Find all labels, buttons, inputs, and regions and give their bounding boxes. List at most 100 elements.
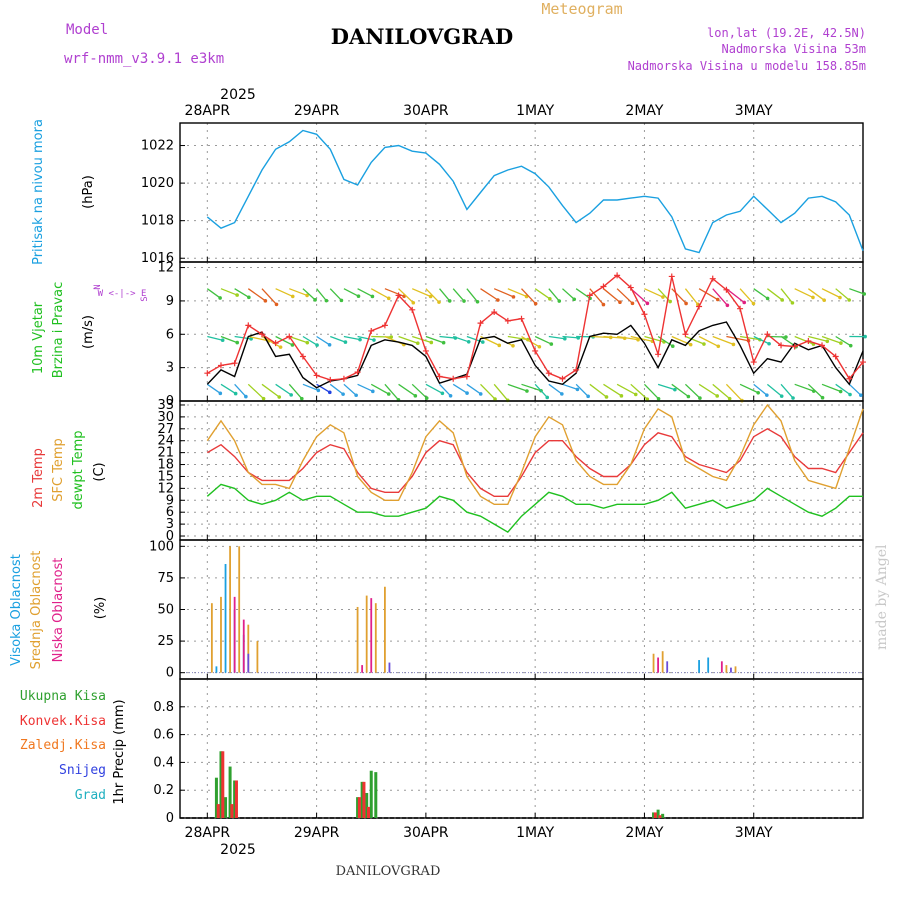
gust-marker — [395, 292, 402, 299]
wind-arrow — [206, 288, 221, 299]
wind-arrow — [726, 288, 745, 303]
wind-arrow — [480, 288, 499, 301]
lonlat-label: lon,lat (19.2E, 42.5N) — [707, 26, 866, 40]
wind-arrow — [630, 383, 648, 400]
gust-marker — [819, 342, 826, 349]
wind-arrow — [671, 288, 687, 304]
wind-arrow-head — [619, 394, 624, 398]
wind-arrow-head — [465, 391, 469, 395]
compass-ew: W <-|-> E — [98, 289, 147, 299]
wind-arrow — [712, 383, 731, 400]
bar-niska-oblacnost — [361, 665, 364, 673]
cloud-ylabel-high: Visoka Oblacnost — [9, 554, 24, 666]
wind-arrow-head — [767, 341, 771, 346]
wind-arrow — [261, 383, 280, 398]
wind-arrow — [534, 335, 552, 345]
wind-arrow-head — [727, 396, 732, 401]
wind-arrow — [589, 288, 604, 306]
bar-konvek-kisa — [653, 812, 657, 818]
wind-arrow — [480, 383, 496, 400]
wind-arrow — [603, 288, 621, 303]
wind-arrow — [329, 288, 342, 301]
wind-arrow-head — [261, 396, 266, 401]
wind-arrow — [398, 335, 418, 344]
wind-arrow-head — [413, 394, 418, 398]
bar-ukupna-oblacnost — [388, 662, 391, 673]
wind-arrow — [657, 383, 676, 391]
y-tick-label: 0.8 — [153, 700, 174, 715]
gust-marker — [805, 337, 812, 344]
wind-arrow-head — [725, 303, 730, 308]
wind-arrow-head — [525, 389, 529, 393]
wind-arrow-head — [575, 387, 580, 392]
bar-konvek-kisa — [234, 780, 238, 818]
bar-ukupna-oblacnost — [666, 661, 669, 673]
wind-arrow-head — [341, 392, 345, 396]
wind-arrow-head — [496, 298, 500, 302]
wind-arrow-head — [249, 337, 253, 341]
wind-arrow-head — [604, 395, 609, 399]
wind-arrow — [684, 383, 701, 399]
wind-arrow-head — [411, 300, 416, 305]
bar-visoka-oblacnost — [707, 657, 710, 673]
wind-arrow — [603, 383, 622, 397]
bar-srednja-oblacnost — [238, 546, 241, 673]
wind-arrow-head — [290, 294, 295, 299]
wind-arrow — [753, 335, 770, 345]
precip-ylabel: 1hr Precip (mm) — [112, 699, 127, 804]
wind-arrow-head — [765, 393, 769, 397]
gust-marker — [737, 305, 744, 312]
y-tick-label: 1018 — [141, 214, 174, 229]
x-tick-label-top: 28APR — [185, 103, 231, 119]
wind-arrow-head — [220, 338, 225, 343]
y-tick-label: 18 — [157, 458, 174, 473]
wind-arrow — [712, 335, 734, 345]
gust-marker — [245, 322, 252, 329]
wind-arrow — [780, 288, 793, 304]
wind-arrow-head — [475, 299, 480, 304]
series-line-2m-temp — [206, 427, 864, 497]
wind-arrow-head — [277, 395, 282, 399]
gust-marker — [327, 376, 334, 383]
footer-title: DANILOVGRAD — [336, 864, 441, 879]
wind-arrow — [330, 335, 346, 343]
gust-marker — [696, 303, 703, 310]
gust-marker — [764, 331, 771, 338]
wind-arrow — [220, 288, 238, 296]
wind-arrow-head — [779, 394, 784, 398]
wind-arrow-head — [428, 294, 433, 299]
wind-arrow — [288, 383, 303, 400]
gust-marker — [381, 322, 388, 329]
wind-arrow-head — [247, 295, 251, 300]
wind-arrow — [316, 335, 330, 346]
wind-arrow-head — [765, 296, 770, 301]
pressure-ylabel: Pritisak na nivou mora — [31, 119, 46, 265]
gust-marker — [860, 359, 866, 366]
gust-marker — [614, 272, 621, 279]
bar-konvek-kisa — [362, 781, 366, 818]
wind-arrow — [684, 288, 699, 305]
wind-arrow — [343, 288, 359, 297]
wind-unit: (m/s) — [81, 315, 96, 349]
y-tick-label: 50 — [157, 603, 174, 618]
wind-arrow — [425, 383, 443, 394]
y-tick-label: 3 — [166, 361, 174, 376]
model-label: Model — [66, 22, 108, 38]
x-tick-label-bottom: 28APR — [185, 825, 231, 841]
wind-arrow-head — [289, 393, 293, 397]
wind-arrow — [835, 383, 851, 396]
wind-arrow — [206, 383, 221, 394]
precip-legend-conv: Konvek.Kisa — [20, 714, 106, 729]
wind-arrow-head — [572, 297, 577, 302]
bar-srednja-oblacnost — [210, 603, 213, 673]
wind-arrow — [548, 288, 560, 302]
wind-arrow — [316, 383, 331, 393]
precip-legend-hail: Grad — [75, 788, 106, 803]
wind-arrow — [439, 335, 456, 339]
y-tick-label: 12 — [157, 261, 174, 276]
wind-arrow — [794, 335, 814, 345]
wind-arrow — [753, 383, 768, 396]
wind-arrow — [466, 288, 479, 303]
wind-arrow — [685, 335, 705, 345]
